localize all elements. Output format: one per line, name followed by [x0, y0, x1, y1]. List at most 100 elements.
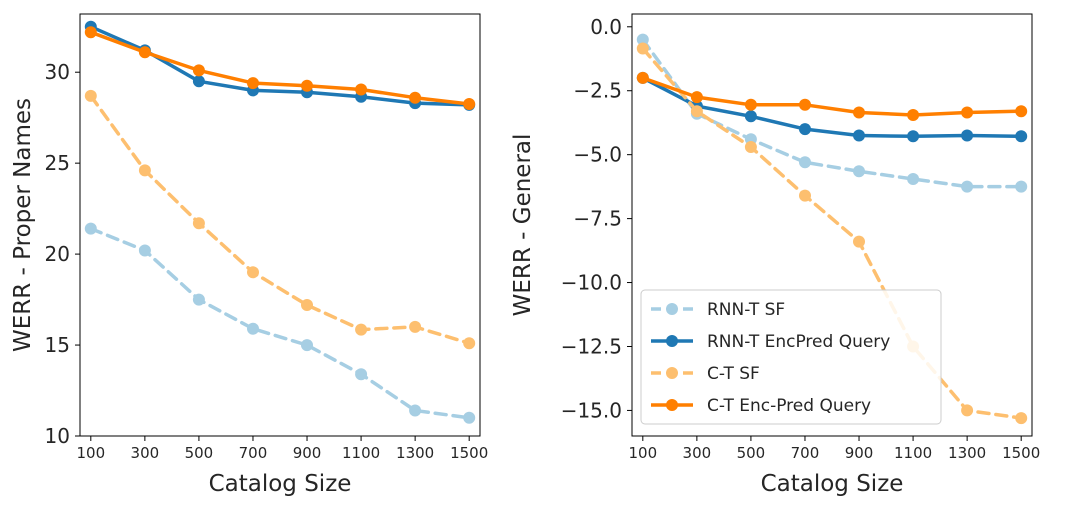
data-point	[907, 109, 920, 121]
series-line-2	[641, 46, 1023, 420]
data-point	[192, 75, 205, 88]
series-line-0	[89, 226, 471, 420]
x-tick-label: 700	[239, 444, 268, 462]
y-tick-label: 25	[45, 151, 70, 175]
data-point	[409, 404, 422, 417]
y-tick-label: 0.0	[590, 15, 622, 39]
x-tick-label: 1100	[894, 444, 932, 462]
data-point	[853, 235, 865, 248]
legend-label-1: RNN-T EncPred Query	[707, 332, 890, 352]
data-point	[247, 77, 259, 90]
x-axis-label: Catalog Size	[209, 471, 352, 497]
x-tick-label: 1300	[948, 444, 986, 462]
legend: RNN-T SF RNN-T EncPred Query C-T SF C-T Enc…	[640, 289, 942, 425]
data-point	[355, 368, 368, 381]
y-tick-label: 30	[45, 60, 70, 84]
data-point	[247, 322, 259, 335]
x-tick-label: 100	[628, 444, 657, 462]
data-point	[853, 165, 865, 178]
y-tick-label: −7.5	[573, 207, 622, 231]
data-point	[744, 110, 757, 123]
data-point	[355, 83, 368, 96]
data-point	[799, 189, 811, 202]
data-point	[961, 129, 974, 142]
legend-label-2: C-T SF	[707, 364, 760, 384]
data-point	[907, 130, 920, 143]
data-point	[138, 244, 151, 257]
data-point	[463, 411, 476, 424]
y-axis-label: WERR - General	[510, 134, 536, 317]
legend-marker-3	[666, 399, 678, 411]
data-point	[799, 156, 811, 169]
data-point	[961, 404, 974, 417]
data-point	[192, 293, 205, 306]
legend-marker-1	[666, 335, 678, 347]
y-tick-label: −10.0	[561, 271, 622, 295]
chart-general: 100 300 500 700 900 1100 1300 1500 0.0 −2.5 −5.0 −7…	[510, 13, 1040, 497]
data-point	[138, 46, 151, 59]
x-tick-label: 1100	[342, 444, 380, 462]
data-point	[1015, 412, 1028, 425]
data-point	[690, 91, 703, 104]
y-axis-label: WERR - Proper Names	[10, 98, 36, 352]
data-point	[247, 266, 259, 279]
y-tick-label: −15.0	[561, 398, 622, 422]
data-point	[744, 141, 757, 153]
plot-frame	[79, 13, 481, 437]
data-point	[355, 323, 368, 336]
data-point	[192, 217, 205, 230]
x-axis-label: Catalog Size	[761, 471, 904, 497]
plot-frame	[631, 13, 1033, 437]
data-point	[744, 98, 757, 111]
data-point	[463, 337, 476, 350]
y-tick-label: 10	[45, 424, 70, 448]
data-point	[799, 123, 811, 136]
y-tick-label: 15	[45, 333, 70, 357]
data-point	[409, 320, 422, 333]
data-point	[636, 42, 649, 55]
data-point	[301, 299, 313, 311]
series-line-3	[641, 76, 1023, 117]
series-line-2	[89, 94, 471, 345]
legend-box	[640, 289, 942, 425]
data-point	[84, 26, 97, 39]
data-point	[799, 98, 811, 111]
y-tick-label: −12.5	[561, 334, 622, 358]
data-point	[301, 339, 313, 352]
data-point	[636, 33, 649, 46]
x-tick-label: 1500	[450, 444, 488, 462]
data-point	[853, 106, 865, 119]
y-tick-label: 20	[45, 242, 70, 266]
legend-label-0: RNN-T SF	[707, 300, 785, 320]
x-tick-label: 1500	[1002, 444, 1040, 462]
data-point	[1015, 105, 1028, 118]
data-point	[1015, 130, 1028, 143]
y-tick-label: −5.0	[573, 143, 622, 167]
data-point	[409, 91, 422, 104]
data-point	[463, 98, 476, 110]
legend-label-3: C-T Enc-Pred Query	[707, 396, 871, 416]
x-tick-label: 900	[845, 444, 874, 462]
data-point	[636, 71, 649, 84]
x-tick-label: 500	[737, 444, 766, 462]
y-tick-label: −2.5	[573, 79, 622, 103]
x-tick-label: 100	[76, 444, 105, 462]
chart-proper-names: 100 300 500 700 900 1100 1300 1500 10 15 20 25 30 Cat…	[10, 13, 488, 497]
x-tick-label: 300	[683, 444, 712, 462]
data-point	[192, 64, 205, 77]
x-tick-label: 700	[791, 444, 820, 462]
data-point	[1015, 180, 1028, 193]
series-line-3	[89, 30, 471, 106]
x-tick-label: 300	[131, 444, 160, 462]
x-tick-label: 900	[293, 444, 322, 462]
x-tick-label: 500	[185, 444, 214, 462]
data-point	[853, 129, 865, 142]
data-point	[84, 222, 97, 235]
data-point	[961, 180, 974, 193]
legend-marker-2	[666, 367, 678, 379]
legend-marker-0	[666, 303, 678, 315]
data-point	[301, 79, 313, 92]
data-point	[138, 164, 151, 177]
data-point	[84, 89, 97, 102]
